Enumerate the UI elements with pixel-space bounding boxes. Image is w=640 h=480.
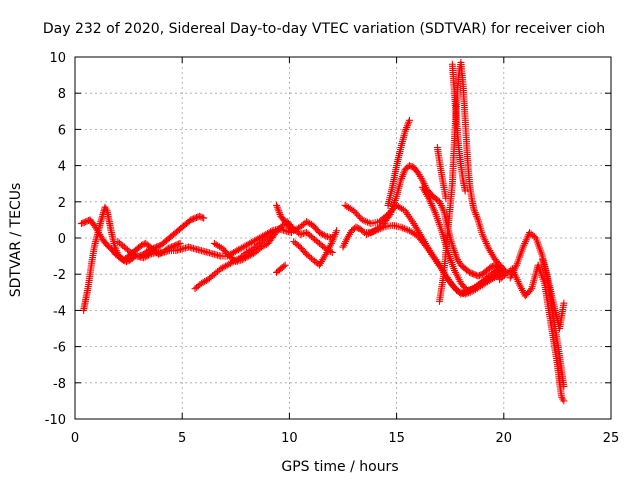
data-point-plus [368, 228, 376, 236]
series-sat-n [435, 58, 510, 305]
series-sat-o [448, 60, 469, 195]
y-tick-label: 0 [58, 232, 66, 247]
x-axis-label: GPS time / hours [281, 459, 398, 475]
x-tick-label: 5 [178, 431, 186, 446]
data-point-plus [399, 224, 407, 232]
data-marks [77, 58, 568, 405]
data-point-plus [450, 247, 458, 255]
data-point-plus [320, 231, 328, 239]
x-tick-label: 20 [496, 431, 513, 446]
data-point-plus [363, 218, 371, 226]
series-sat-c [114, 225, 296, 262]
y-tick-label: 8 [58, 87, 66, 102]
data-point-plus [144, 251, 152, 259]
series-sat-s [538, 256, 568, 390]
x-tick-label: 10 [281, 431, 298, 446]
data-point-plus [376, 225, 384, 233]
data-point-plus [495, 271, 503, 279]
series-sat-p [433, 144, 450, 202]
data-point-plus [360, 217, 368, 225]
data-point-plus [362, 217, 370, 225]
data-point-plus [450, 245, 458, 253]
data-point-plus [333, 227, 341, 235]
data-point-plus [375, 225, 383, 233]
x-tick-label: 15 [388, 431, 405, 446]
data-point-plus [359, 227, 367, 235]
y-tick-label: -2 [53, 268, 66, 283]
data-point-plus [494, 266, 502, 274]
data-point-plus [364, 230, 372, 238]
data-point-plus [200, 214, 208, 222]
data-point-plus [363, 230, 371, 238]
y-tick-label: 4 [58, 160, 66, 175]
data-point-plus [198, 213, 206, 221]
y-tick-label: 2 [58, 196, 66, 211]
data-point-plus [451, 248, 459, 256]
data-point-plus [442, 194, 450, 202]
data-point-plus [373, 226, 381, 234]
data-point-plus [457, 290, 465, 298]
data-point-plus [400, 225, 408, 233]
series-sat-l [384, 116, 413, 209]
y-tick-label: -6 [53, 341, 66, 356]
data-point-plus [366, 229, 374, 237]
y-tick-label: 6 [58, 123, 66, 138]
x-tick-label: 0 [71, 431, 79, 446]
axis-ticks: 0 5 10 15 20 25 -10 -8 -6 -4 -2 0 2 4 6 8 10 [45, 51, 620, 446]
y-tick-label: 10 [49, 51, 66, 66]
y-tick-label: -4 [53, 304, 66, 319]
data-point-plus [493, 271, 501, 279]
series-sat-h [290, 227, 341, 269]
data-point-plus [280, 262, 288, 270]
data-point-plus [369, 227, 377, 235]
series-sat-e [210, 218, 336, 266]
data-point-plus [358, 216, 366, 224]
y-tick-label: -8 [53, 377, 66, 392]
data-point-plus [461, 187, 469, 195]
grid-lines [75, 57, 611, 419]
data-point-plus [397, 223, 405, 231]
series-sat-m [418, 183, 504, 294]
y-axis-label: SDTVAR / TECUs [8, 183, 24, 298]
chart-title: Day 232 of 2020, Sidereal Day-to-day VTE… [43, 21, 605, 37]
data-point-plus [306, 220, 314, 228]
data-point-plus [281, 261, 289, 269]
data-point-plus [560, 299, 568, 307]
series-sat-g [273, 261, 289, 276]
data-point-plus [560, 397, 568, 405]
data-point-plus [405, 116, 413, 124]
data-point-plus [371, 227, 379, 235]
y-tick-label: -10 [45, 413, 66, 428]
data-point-plus [132, 251, 140, 259]
data-point-plus [560, 382, 568, 390]
data-point-plus [378, 224, 386, 232]
x-tick-label: 25 [603, 431, 620, 446]
data-point-plus [559, 395, 567, 403]
data-point-plus [399, 206, 407, 214]
data-point-plus [176, 239, 184, 247]
data-point-plus [459, 289, 467, 297]
data-point-plus [449, 243, 457, 251]
data-point-plus [402, 225, 410, 233]
data-point-plus [201, 277, 209, 285]
